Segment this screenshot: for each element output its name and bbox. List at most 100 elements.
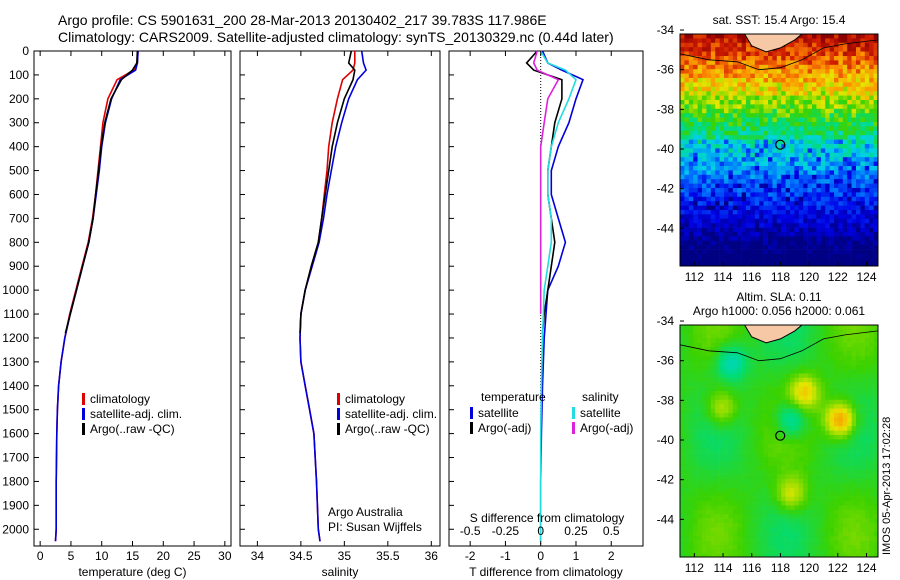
series-line-0: [539, 50, 585, 542]
shelf-contour: [680, 39, 878, 71]
land-mass: [680, 34, 878, 53]
y-tick-label: 100: [9, 68, 29, 82]
temp-legend-2-label: Argo(..raw -QC): [90, 422, 175, 436]
map-y-tick-label: -44: [657, 221, 675, 235]
sal-legend-2-swatch: [337, 423, 340, 435]
x-tick-label: -2: [465, 549, 476, 563]
x-tick-label: 25: [187, 549, 201, 563]
credit-line-2: PI: Susan Wijffels: [328, 520, 422, 534]
diff-legend-3-swatch: [572, 422, 575, 434]
difference-panel: -2 -1 0 1 2 T difference from climatology -0.5…: [448, 50, 644, 579]
x-tick-label: 0: [537, 549, 544, 563]
salinity-panel: 34 34.5 35 35.5 36 salinity climatologysatelli…: [239, 50, 441, 579]
land-mass: [680, 325, 878, 344]
y-tick-label: 1700: [2, 451, 29, 465]
temp-legend-0-swatch: [82, 393, 85, 405]
diff-legend-3-label: Argo(-adj): [580, 421, 633, 435]
x-tick-label: 2: [608, 549, 615, 563]
y-tick-label: 2000: [2, 522, 29, 536]
x-tick-label: 35: [338, 549, 352, 563]
y-tick-label: 200: [9, 92, 29, 106]
x2-tick-label: -0.5: [460, 524, 481, 538]
y-tick-label: 1400: [2, 379, 29, 393]
diff-legend-1-label: Argo(-adj): [478, 421, 531, 435]
y-tick-label: 900: [9, 259, 29, 273]
header-line-1: Argo profile: CS 5901631_200 28-Mar-2013…: [58, 12, 547, 28]
sla-map-title: Altim. SLA: 0.11: [736, 290, 821, 304]
map-frame: [679, 324, 879, 558]
map-y-tick-label: -34: [657, 314, 675, 328]
x-axis-label: temperature (deg C): [78, 565, 186, 579]
map-y-tick-label: -38: [657, 393, 675, 407]
x-tick-label: 1: [573, 549, 580, 563]
y-tick-label: 500: [9, 164, 29, 178]
temp-legend-2-swatch: [82, 423, 85, 435]
y-tick-label: 1300: [2, 355, 29, 369]
argo-location-marker: [775, 430, 786, 441]
map-x-tick-label: 124: [857, 561, 877, 575]
map-x-tick-label: 112: [685, 561, 704, 575]
sal-legend-1-label: satellite-adj. clim.: [345, 407, 437, 421]
temperature-panel: 0 5 10 15 20 25 300100200300400500600700800900…: [2, 44, 232, 579]
x-tick-label: -1: [500, 549, 511, 563]
series-line-3: [532, 50, 560, 314]
x2-tick-label: -0.25: [492, 524, 520, 538]
x-tick-label: 36: [425, 549, 439, 563]
sst-map-title: sat. SST: 15.4 Argo: 15.4: [713, 13, 846, 27]
x-tick-label: 5: [68, 549, 75, 563]
shelf-contour: [680, 330, 878, 362]
map-x-tick-label: 122: [828, 561, 848, 575]
y-tick-label: 1600: [2, 427, 29, 441]
map-cells: [680, 34, 878, 266]
x-tick-label: 35.5: [376, 549, 400, 563]
x-tick-label: 30: [218, 549, 232, 563]
map-x-tick-label: 116: [742, 561, 761, 575]
y-tick-label: 600: [9, 187, 29, 201]
sla-map-subtitle: Argo h1000: 0.056 h2000: 0.061: [693, 304, 865, 318]
map-y-tick-label: -38: [657, 102, 675, 116]
map-cells: [680, 325, 878, 557]
x2-tick-label: 0.5: [603, 524, 620, 538]
temp-legend-0-label: climatology: [90, 392, 150, 406]
map-x-tick-label: 118: [771, 270, 790, 284]
argo-location-marker: [775, 139, 786, 150]
map-x-tick-label: 122: [828, 270, 848, 284]
temp-legend-1-label: satellite-adj. clim.: [90, 407, 182, 421]
map-y-tick-label: -40: [657, 433, 675, 447]
sal-legend-0-swatch: [337, 393, 340, 405]
x-tick-label: 34: [251, 549, 265, 563]
y-tick-label: 1900: [2, 498, 29, 512]
temp-legend-1-swatch: [82, 408, 85, 420]
credit-line-1: Argo Australia: [328, 505, 403, 519]
diff-legend-0-label: satellite: [478, 406, 519, 420]
y-tick-label: 0: [22, 44, 29, 58]
diff-legend-0-swatch: [470, 407, 473, 419]
map-x-tick-label: 124: [857, 270, 877, 284]
map-x-tick-label: 114: [713, 270, 732, 284]
x-tick-label: 20: [157, 549, 171, 563]
x-tick-label: 10: [95, 549, 109, 563]
y-tick-label: 300: [9, 116, 29, 130]
x-axis-label: T difference from climatology: [469, 565, 623, 579]
map-x-tick-label: 114: [713, 561, 732, 575]
x-tick-label: 0: [37, 549, 44, 563]
map-x-tick-label: 120: [799, 561, 819, 575]
y-tick-label: 700: [9, 211, 29, 225]
map-x-tick-label: 120: [799, 270, 819, 284]
sst-map-panel: sat. SST: 15.4 Argo: 15.4 112 114 116 118 120…: [657, 13, 879, 284]
y-tick-label: 800: [9, 235, 29, 249]
series-line-2: [64, 50, 139, 334]
imos-timestamp: IMOS 05-Apr-2013 17:02:28: [881, 416, 893, 555]
y-tick-label: 1200: [2, 331, 29, 345]
map-frame: [679, 33, 879, 267]
legend-header-salinity: salinity: [582, 390, 619, 404]
map-y-tick-label: -42: [657, 473, 675, 487]
y-tick-label: 1800: [2, 474, 29, 488]
sal-legend-2-label: Argo(..raw -QC): [345, 422, 430, 436]
series-line-2: [539, 50, 577, 542]
legend-header-temperature: temperature: [481, 390, 546, 404]
x-axis-label: salinity: [322, 565, 359, 579]
map-y-tick-label: -42: [657, 182, 675, 196]
x-tick-label: 34.5: [289, 549, 313, 563]
